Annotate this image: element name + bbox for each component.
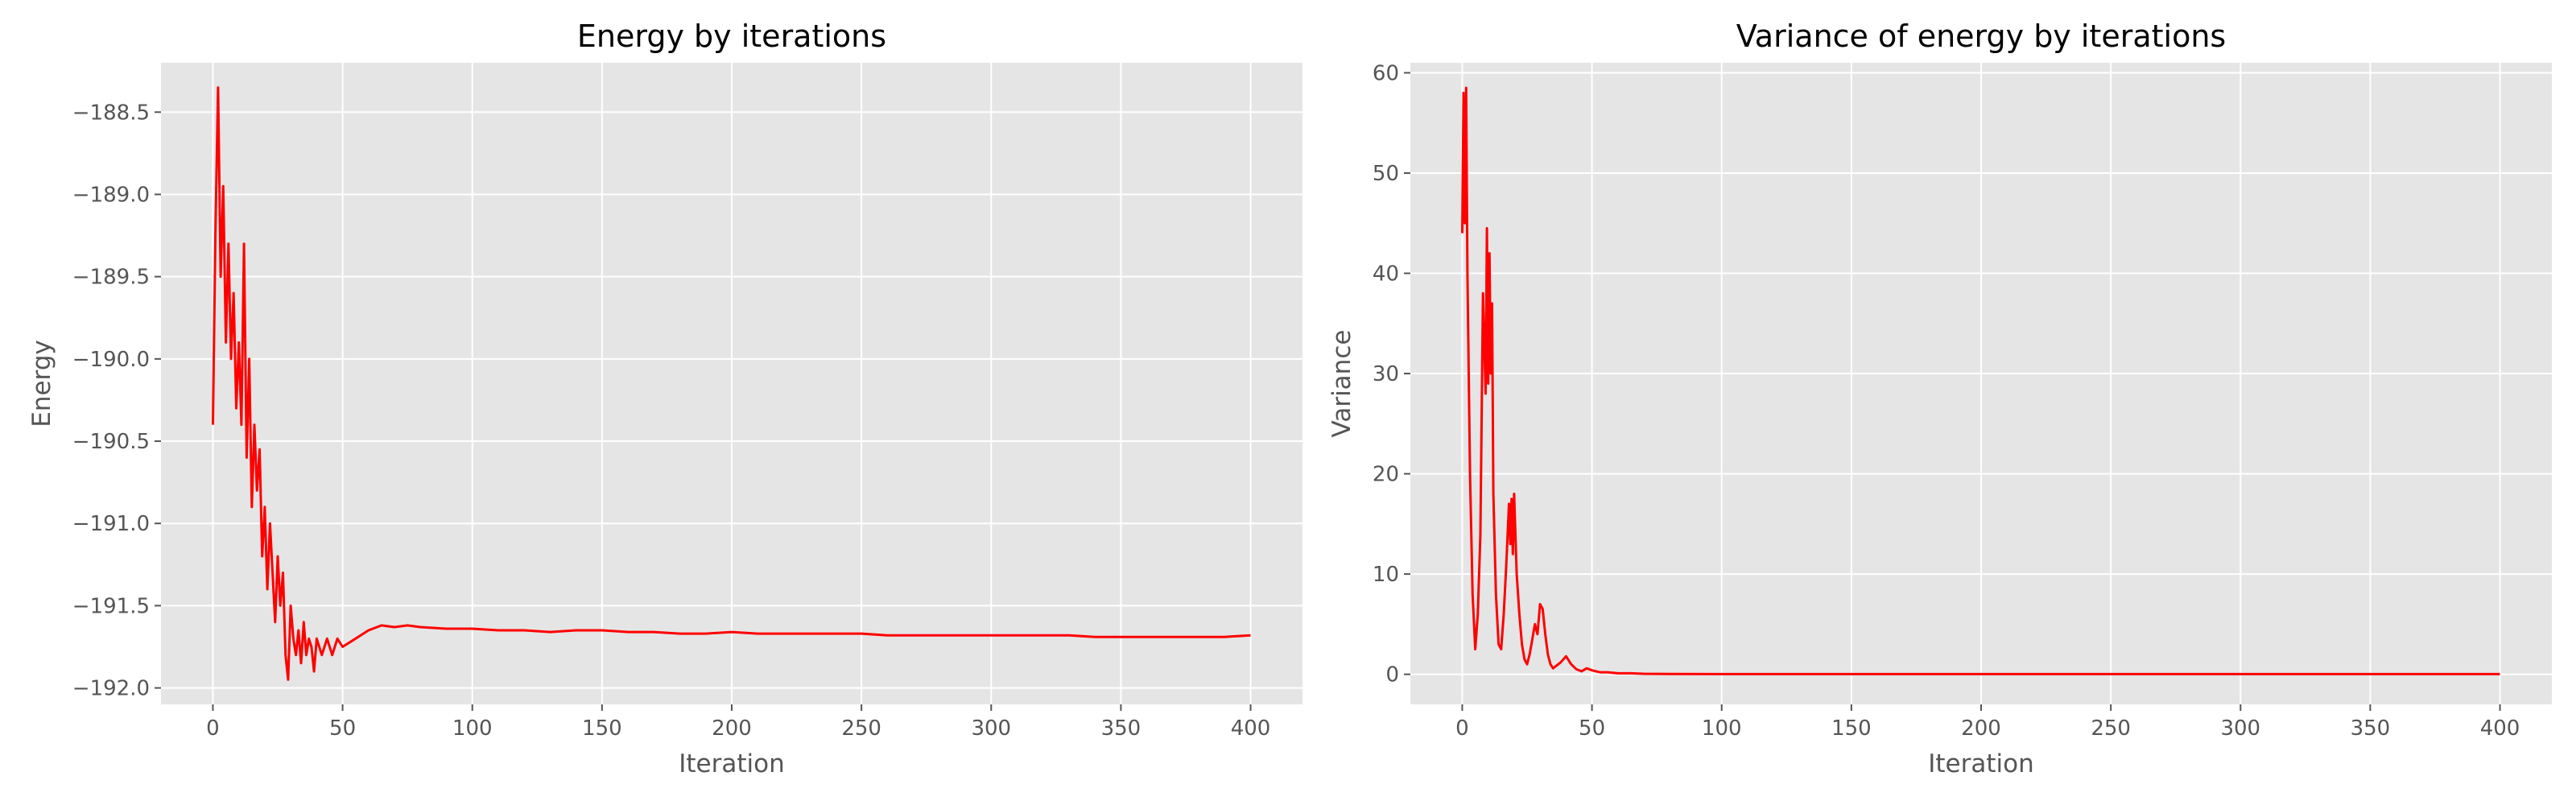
chart-1-y-tick-label: 30 — [1373, 362, 1399, 386]
chart-1-series-line-0 — [1461, 86, 2500, 675]
chart-1-y-tick-label: 40 — [1373, 262, 1399, 287]
energy-chart: 0 50 100 150 200 250 300 350 400 −192.0 −191.5 −191… — [27, 19, 1302, 778]
chart-1-y-tick-label: 20 — [1373, 463, 1399, 487]
chart-1-y-axis-label: Variance — [1327, 330, 1356, 438]
chart-1-y-tick-label: 0 — [1385, 663, 1399, 687]
chart-0-y-axis-label: Energy — [27, 340, 56, 427]
chart-0-x-tick-label: 200 — [712, 716, 752, 741]
chart-0-x-tick-label: 250 — [841, 716, 881, 741]
chart-1-x-axis-label: Iteration — [1928, 749, 2034, 778]
chart-0-x-tick-label: 100 — [452, 716, 493, 741]
variance-chart: 0 50 100 150 200 250 300 350 400 0 10 20 30 40 50 60 Var… — [1327, 19, 2552, 778]
chart-1-y-tick-label: 50 — [1373, 162, 1399, 186]
chart-1-x-tick-label: 400 — [2480, 716, 2520, 741]
chart-1-title: Variance of energy by iterations — [1736, 19, 2226, 54]
chart-0-y-tick-label: −189.5 — [72, 266, 150, 290]
chart-0-x-tick-label: 350 — [1101, 716, 1141, 741]
chart-0-x-tick-label: 150 — [582, 716, 622, 741]
chart-1-x-tick-label: 100 — [1702, 716, 1742, 741]
chart-0-y-tick-label: −190.5 — [72, 430, 150, 454]
chart-0-y-tick-label: −190.0 — [72, 348, 150, 372]
chart-0-x-axis-label: Iteration — [679, 749, 785, 778]
chart-0-x-tick-label: 400 — [1231, 716, 1271, 741]
chart-1-x-tick-label: 300 — [2220, 716, 2260, 741]
chart-0-y-tick-label: −188.5 — [72, 101, 150, 125]
chart-1-y-tick-label: 60 — [1373, 61, 1399, 85]
chart-0-y-tick-label: −191.5 — [72, 594, 150, 618]
chart-0-y-tick-label: −189.0 — [72, 183, 150, 207]
chart-1-x-tick-label: 150 — [1831, 716, 1872, 741]
chart-0-y-tick-label: −191.0 — [72, 512, 150, 536]
chart-0-x-tick-label: 50 — [329, 716, 356, 741]
chart-1-y-tick-label: 10 — [1373, 563, 1399, 587]
chart-1-x-tick-label: 200 — [1961, 716, 2001, 741]
chart-0-title: Energy by iterations — [577, 19, 886, 54]
chart-0-y-tick-label: −192.0 — [72, 677, 150, 701]
chart-1-x-tick-label: 50 — [1579, 716, 1605, 741]
chart-1-x-tick-label: 250 — [2091, 716, 2131, 741]
chart-0-series-line-0 — [212, 86, 1251, 681]
chart-1-x-tick-label: 350 — [2351, 716, 2391, 741]
chart-0-x-tick-label: 0 — [206, 716, 220, 741]
chart-1-x-tick-label: 0 — [1455, 716, 1469, 741]
chart-0-x-tick-label: 300 — [971, 716, 1011, 741]
